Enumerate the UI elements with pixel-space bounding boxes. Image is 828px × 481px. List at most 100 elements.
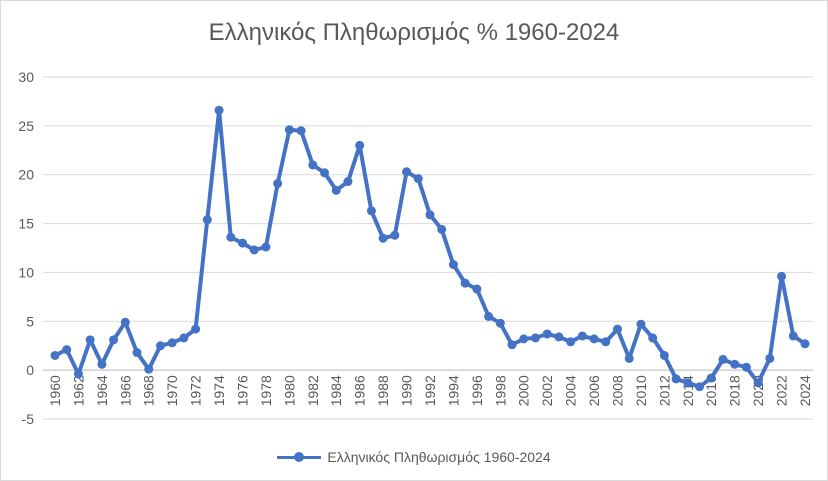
data-point	[706, 373, 716, 383]
data-point	[73, 369, 83, 379]
data-point	[507, 340, 517, 350]
data-point	[179, 333, 189, 343]
y-tick-label: 5	[26, 313, 34, 329]
x-tick-label: 1986	[352, 375, 368, 406]
data-point	[777, 271, 787, 281]
data-point	[589, 334, 599, 344]
data-point	[753, 378, 763, 388]
data-point	[577, 331, 587, 341]
data-point	[425, 210, 435, 220]
data-point	[97, 359, 107, 369]
data-point	[167, 338, 177, 348]
data-point	[636, 319, 646, 329]
x-tick-label: 1972	[188, 375, 204, 406]
x-tick-label: 1996	[469, 375, 485, 406]
data-point	[800, 339, 810, 349]
x-tick-label: 1970	[164, 375, 180, 406]
x-tick-label: 1994	[445, 375, 461, 406]
data-point	[343, 177, 353, 187]
data-point	[718, 354, 728, 364]
y-tick-label: 0	[26, 362, 34, 378]
data-point	[85, 335, 95, 345]
x-tick-label: 1966	[117, 375, 133, 406]
data-point	[378, 233, 388, 243]
legend-swatch	[277, 451, 322, 463]
x-tick-label: 1962	[70, 375, 86, 406]
x-tick-label: 2000	[516, 375, 532, 406]
data-point	[460, 278, 470, 288]
x-tick-label: 1988	[375, 375, 391, 406]
data-point	[624, 353, 634, 363]
x-tick-label: 1968	[141, 375, 157, 406]
x-tick-label: 1974	[211, 375, 227, 406]
x-tick-label: 1998	[492, 375, 508, 406]
x-tick-label: 1960	[47, 375, 63, 406]
x-tick-label: 1982	[305, 375, 321, 406]
chart-title: Ελληνικός Πληθωρισμός % 1960-2024	[208, 19, 620, 46]
data-point	[331, 185, 341, 195]
data-point	[226, 232, 236, 242]
x-tick-label: 1990	[399, 375, 415, 406]
data-point	[144, 364, 154, 374]
x-tick-label: 2010	[633, 375, 649, 406]
data-point	[413, 174, 423, 184]
data-point	[554, 332, 564, 342]
data-point	[788, 331, 798, 341]
data-point	[62, 345, 72, 355]
x-tick-label: 2018	[727, 375, 743, 406]
data-point	[132, 348, 142, 358]
x-tick-label: 1976	[235, 375, 251, 406]
x-tick-label: 2024	[797, 375, 813, 406]
data-point	[495, 318, 505, 328]
x-tick-label: 1980	[281, 375, 297, 406]
data-point	[109, 335, 119, 345]
x-tick-label: 1964	[94, 375, 110, 406]
x-tick-label: 2012	[656, 375, 672, 406]
data-point	[472, 284, 482, 294]
data-point	[120, 317, 130, 327]
y-tick-label: 20	[18, 167, 34, 183]
series-line-0	[53, 108, 807, 389]
y-tick-label: -5	[22, 411, 35, 427]
data-point	[214, 105, 224, 115]
data-point	[155, 341, 165, 351]
data-point	[695, 382, 705, 392]
y-tick-label: 25	[18, 118, 34, 134]
data-point	[519, 334, 529, 344]
data-point	[542, 329, 552, 339]
y-tick-label: 10	[18, 264, 34, 280]
legend: Ελληνικός Πληθωρισμός 1960-2024	[1, 449, 827, 466]
data-point	[390, 230, 400, 240]
data-point	[613, 324, 622, 334]
legend-label: Ελληνικός Πληθωρισμός 1960-2024	[327, 449, 551, 465]
data-point	[741, 362, 751, 372]
data-point	[238, 238, 247, 248]
x-tick-label: 2006	[586, 375, 602, 406]
data-point	[249, 245, 259, 255]
data-point	[683, 378, 693, 388]
data-point	[448, 260, 458, 270]
data-point	[202, 215, 212, 225]
y-tick-label: 30	[18, 69, 34, 85]
data-point	[296, 126, 306, 136]
data-point	[261, 242, 271, 252]
x-tick-label: 1978	[258, 375, 274, 406]
data-point	[308, 160, 318, 170]
y-tick-label: 15	[18, 216, 34, 232]
data-point	[366, 206, 376, 216]
data-point	[671, 374, 681, 384]
x-tick-label: 2022	[774, 375, 790, 406]
data-point	[273, 179, 283, 189]
data-point	[566, 337, 576, 347]
data-point	[601, 337, 611, 347]
x-tick-label: 1992	[422, 375, 438, 406]
data-point	[191, 324, 201, 334]
data-point	[402, 167, 412, 177]
x-tick-label: 1984	[328, 375, 344, 406]
data-point	[50, 350, 60, 360]
x-tick-label: 2008	[610, 375, 626, 406]
x-tick-label: 2004	[563, 375, 579, 406]
x-tick-label: 2002	[539, 375, 555, 406]
